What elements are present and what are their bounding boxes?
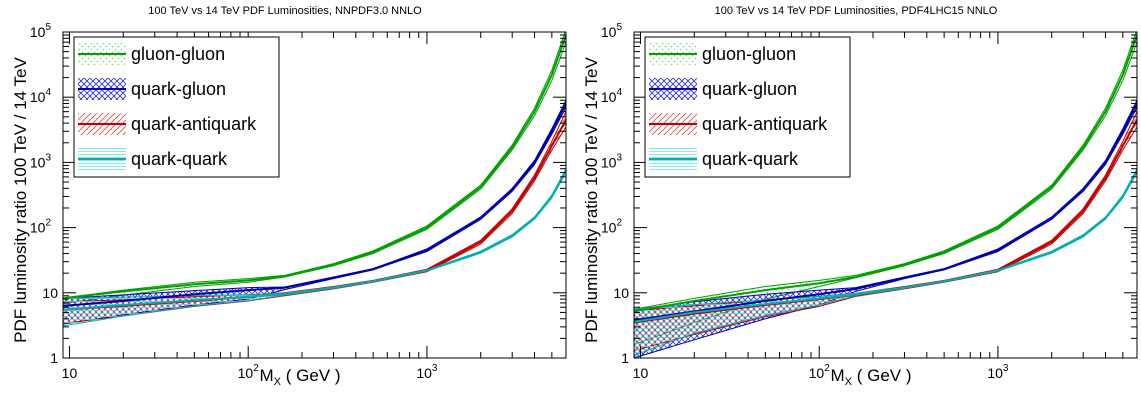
band-upper-edge-qq <box>634 169 1137 309</box>
y-tick-label: 102 <box>601 218 623 236</box>
legend-label-qg: quark-gluon <box>702 79 797 99</box>
y-tick-label: 103 <box>30 152 52 170</box>
y-tick-label: 10 <box>42 285 58 301</box>
legend-label-qq: quark-quark <box>131 149 228 169</box>
legend: gluon-gluon quark-gluon quark-antiquark qua… <box>74 37 279 177</box>
chart-panel-nnpdf: 100 TeV vs 14 TeV PDF Luminosities, NNPD… <box>0 0 570 400</box>
x-tick-label: 10 <box>633 365 649 381</box>
y-tick-label: 102 <box>30 218 52 236</box>
legend-label-qqbar: quark-antiquark <box>131 114 257 134</box>
y-tick-label: 105 <box>30 22 52 40</box>
legend-label-gg: gluon-gluon <box>131 44 225 64</box>
chart-panel-pdf4lhc: 100 TeV vs 14 TeV PDF Luminosities, PDF4… <box>571 0 1141 400</box>
y-tick-label: 1 <box>621 350 629 366</box>
x-tick-label: 102 <box>238 363 260 381</box>
y-tick-label: 10 <box>613 285 629 301</box>
legend-label-qqbar: quark-antiquark <box>702 114 828 134</box>
legend-label-qq: quark-quark <box>702 149 799 169</box>
legend-label-gg: gluon-gluon <box>702 44 796 64</box>
y-tick-label: 1 <box>50 350 58 366</box>
y-tick-label: 103 <box>601 152 623 170</box>
x-tick-label: 103 <box>416 363 438 381</box>
y-tick-label: 105 <box>601 22 623 40</box>
legend: gluon-gluon quark-gluon quark-antiquark qua… <box>645 37 850 177</box>
x-tick-label: 102 <box>809 363 831 381</box>
x-tick-label: 103 <box>987 363 1009 381</box>
x-tick-label: 10 <box>62 365 78 381</box>
uncertainty-band-qq <box>634 169 1137 356</box>
legend-label-qg: quark-gluon <box>131 79 226 99</box>
y-tick-label: 104 <box>601 87 623 105</box>
y-tick-label: 104 <box>30 87 52 105</box>
